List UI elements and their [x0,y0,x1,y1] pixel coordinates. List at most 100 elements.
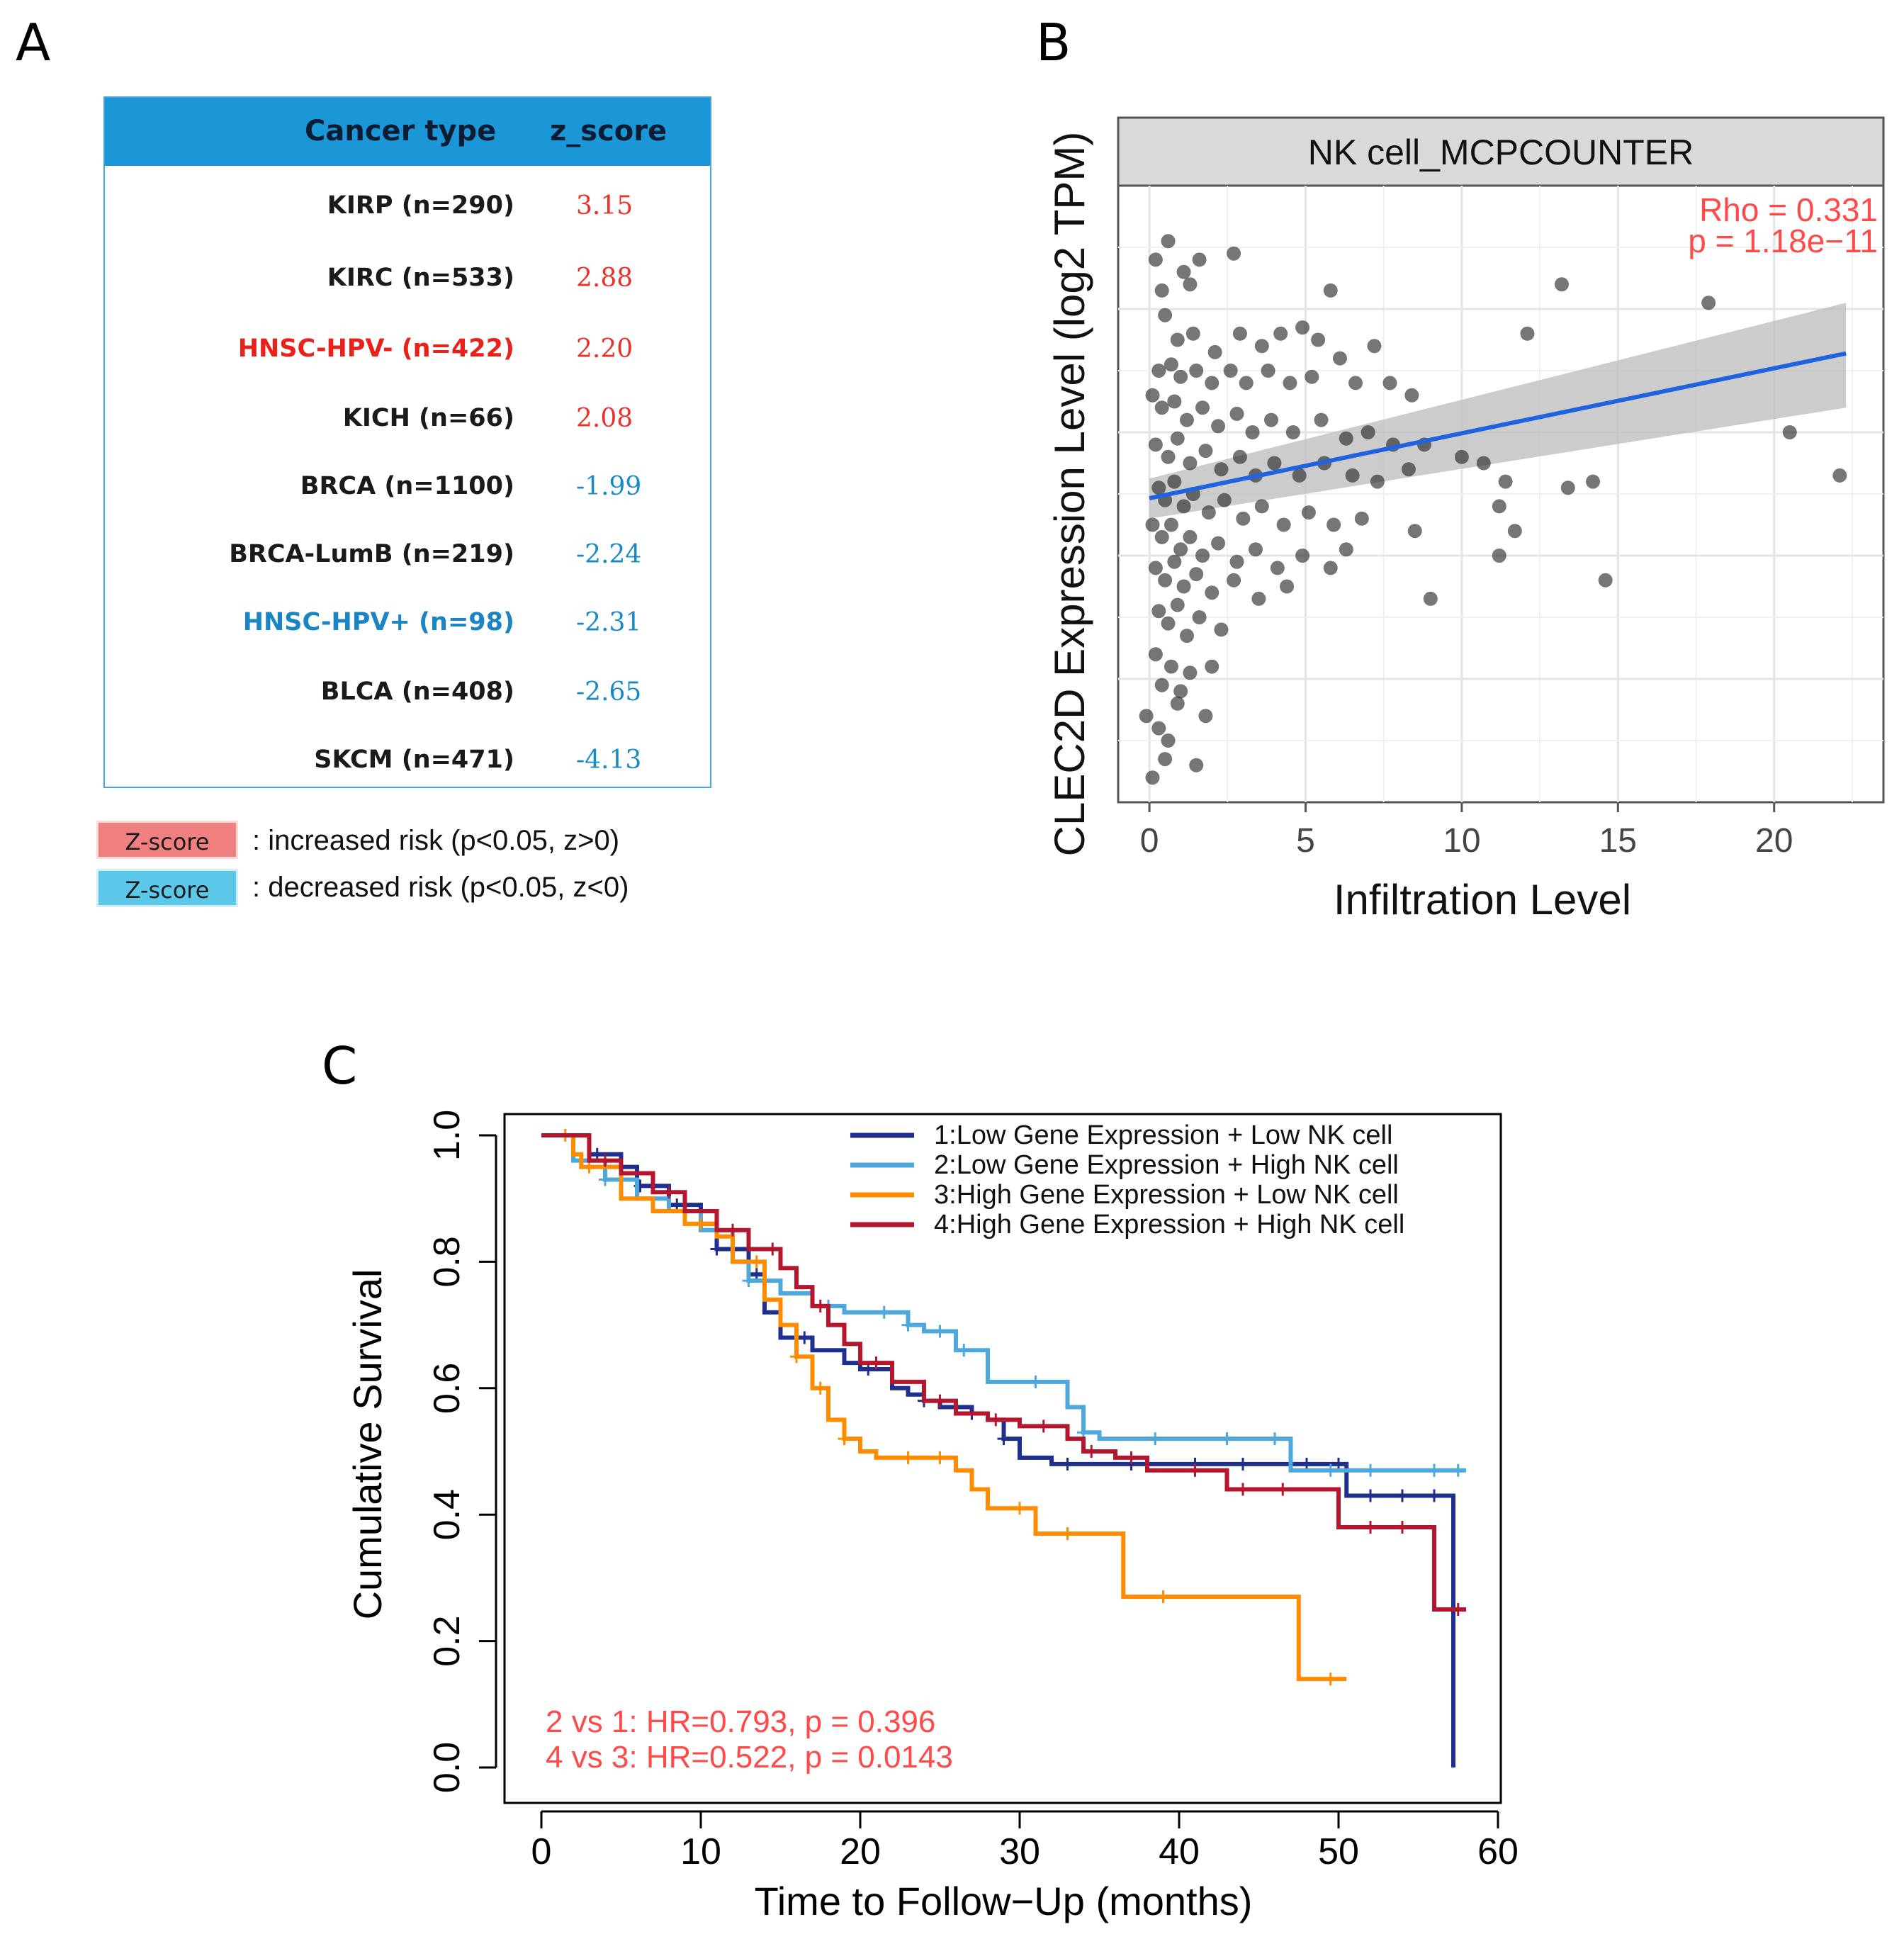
km-xlabel: Time to Follow−Up (months) [755,1879,1253,1923]
scatter-point [1167,474,1182,489]
hr-annotation-2vs1: 2 vs 1: HR=0.793, p = 0.396 [546,1704,935,1739]
scatter-point [1151,364,1166,378]
scatter-point [1476,456,1491,471]
scatter-point [1492,549,1506,563]
scatter-point [1211,536,1226,551]
scatter-point [1154,678,1169,692]
scatter-point [1205,376,1219,390]
censor-mark [750,1255,763,1269]
scatter-point [1214,622,1229,637]
scatter-point [1167,554,1182,569]
x-tick-label: 10 [680,1831,721,1872]
cancer-type-cell: HNSC-HPV+ (n=98) [242,608,514,636]
censor-mark [1324,1463,1337,1477]
censor-mark [790,1350,803,1364]
scatter-point [1276,517,1291,532]
censor-mark [1396,1521,1409,1534]
scatter-x-axis: 0 5 10 15 20 [1140,802,1793,860]
censor-mark [933,1325,947,1338]
legend-swatch-increased: Z-score [96,821,238,859]
scatter-point [1145,388,1160,403]
x-tick-label: 40 [1159,1831,1200,1872]
scatter-point [1701,296,1716,310]
scatter-point [1236,511,1251,526]
censor-mark [1364,1489,1377,1502]
x-tick-label: 50 [1318,1831,1359,1872]
scatter-point [1161,734,1176,748]
legend-text-increased: : increased risk (p<0.05, z>0) [252,825,620,856]
scatter-point [1267,456,1282,471]
z-score-cell: -1.99 [576,472,642,501]
legend-label: 2:Low Gene Expression + High NK cell [934,1150,1399,1180]
scatter-point [1176,499,1191,514]
scatter-ylabel: CLEC2D Expression Level (log2 TPM) [1046,132,1093,857]
censor-mark [1061,1527,1074,1540]
scatter-point [1161,449,1176,464]
x-tick-label: 30 [999,1831,1040,1872]
scatter-point [1223,364,1238,378]
censor-mark [877,1305,891,1319]
censor-mark [838,1432,851,1446]
censor-mark [1029,1375,1042,1388]
censor-mark [933,1451,947,1464]
censor-mark [813,1299,827,1313]
scatter-point [1280,579,1295,594]
scatter-point [1205,659,1219,674]
km-series [541,1129,1466,1767]
scatter-point [1154,400,1169,415]
censor-mark [663,1186,675,1199]
survival-curve [541,1133,1466,1612]
scatter-point [1161,616,1176,631]
scatter-point [1229,406,1244,421]
z-score-cell: -2.65 [576,678,642,707]
y-tick-label: 0.2 [427,1615,468,1666]
scatter-point [1323,283,1338,298]
scatter-point [1339,542,1353,557]
censor-mark [1149,1432,1162,1446]
censor-mark [1220,1432,1234,1446]
regression-line [1149,351,1847,501]
scatter-point [1339,431,1353,446]
censor-mark [726,1223,739,1237]
scatter-point [1285,425,1300,439]
cancer-zscore-table: Cancer type z_score KIRP (n=290) 3.15 KIRC… [103,96,711,788]
censor-mark [1125,1451,1138,1464]
scatter-point [1207,344,1222,359]
scatter-point [1354,511,1369,526]
scatter-point [1232,449,1247,464]
x-tick-label: 15 [1599,822,1637,860]
scatter-strip [1117,116,1885,187]
km-x-axis: 0 10 20 30 40 50 60 [531,1810,1519,1872]
scatter-point [1248,542,1263,557]
scatter-point [1183,456,1198,471]
censor-mark [989,1413,1003,1427]
scatter-point [1158,308,1173,322]
legend-label: 4:High Gene Expression + High NK cell [934,1210,1404,1240]
scatter-point [1507,524,1522,539]
censor-mark [798,1331,811,1344]
table-row: SKCM (n=471) -4.13 [105,741,710,784]
z-score-cell: 2.20 [576,335,633,364]
censor-mark [1396,1489,1409,1502]
scatter-point [1154,283,1169,298]
z-score-cell: 3.15 [576,191,633,220]
km-legend: 1:Low Gene Expression + Low NK cell2:Low… [850,1120,1404,1240]
censor-mark [1276,1483,1290,1496]
censor-mark [1428,1463,1441,1477]
scatter-point [1782,425,1797,439]
scatter-point [1183,529,1198,544]
censor-mark [766,1242,779,1256]
scatter-point [1361,425,1375,439]
scatter-point [1195,400,1210,415]
scatter-point [1305,369,1319,384]
censor-mark [1156,1590,1170,1604]
scatter-point [1254,499,1269,514]
scatter-point [1189,758,1204,772]
scatter-point [1183,665,1198,680]
header-cancer-type: Cancer type [305,115,497,147]
x-tick-label: 20 [840,1831,881,1872]
scatter-point [1205,585,1219,600]
x-tick-label: 60 [1477,1831,1519,1872]
cancer-type-cell: KIRP (n=290) [327,191,514,220]
rho-annotation: Rho = 0.331 [1699,191,1878,228]
